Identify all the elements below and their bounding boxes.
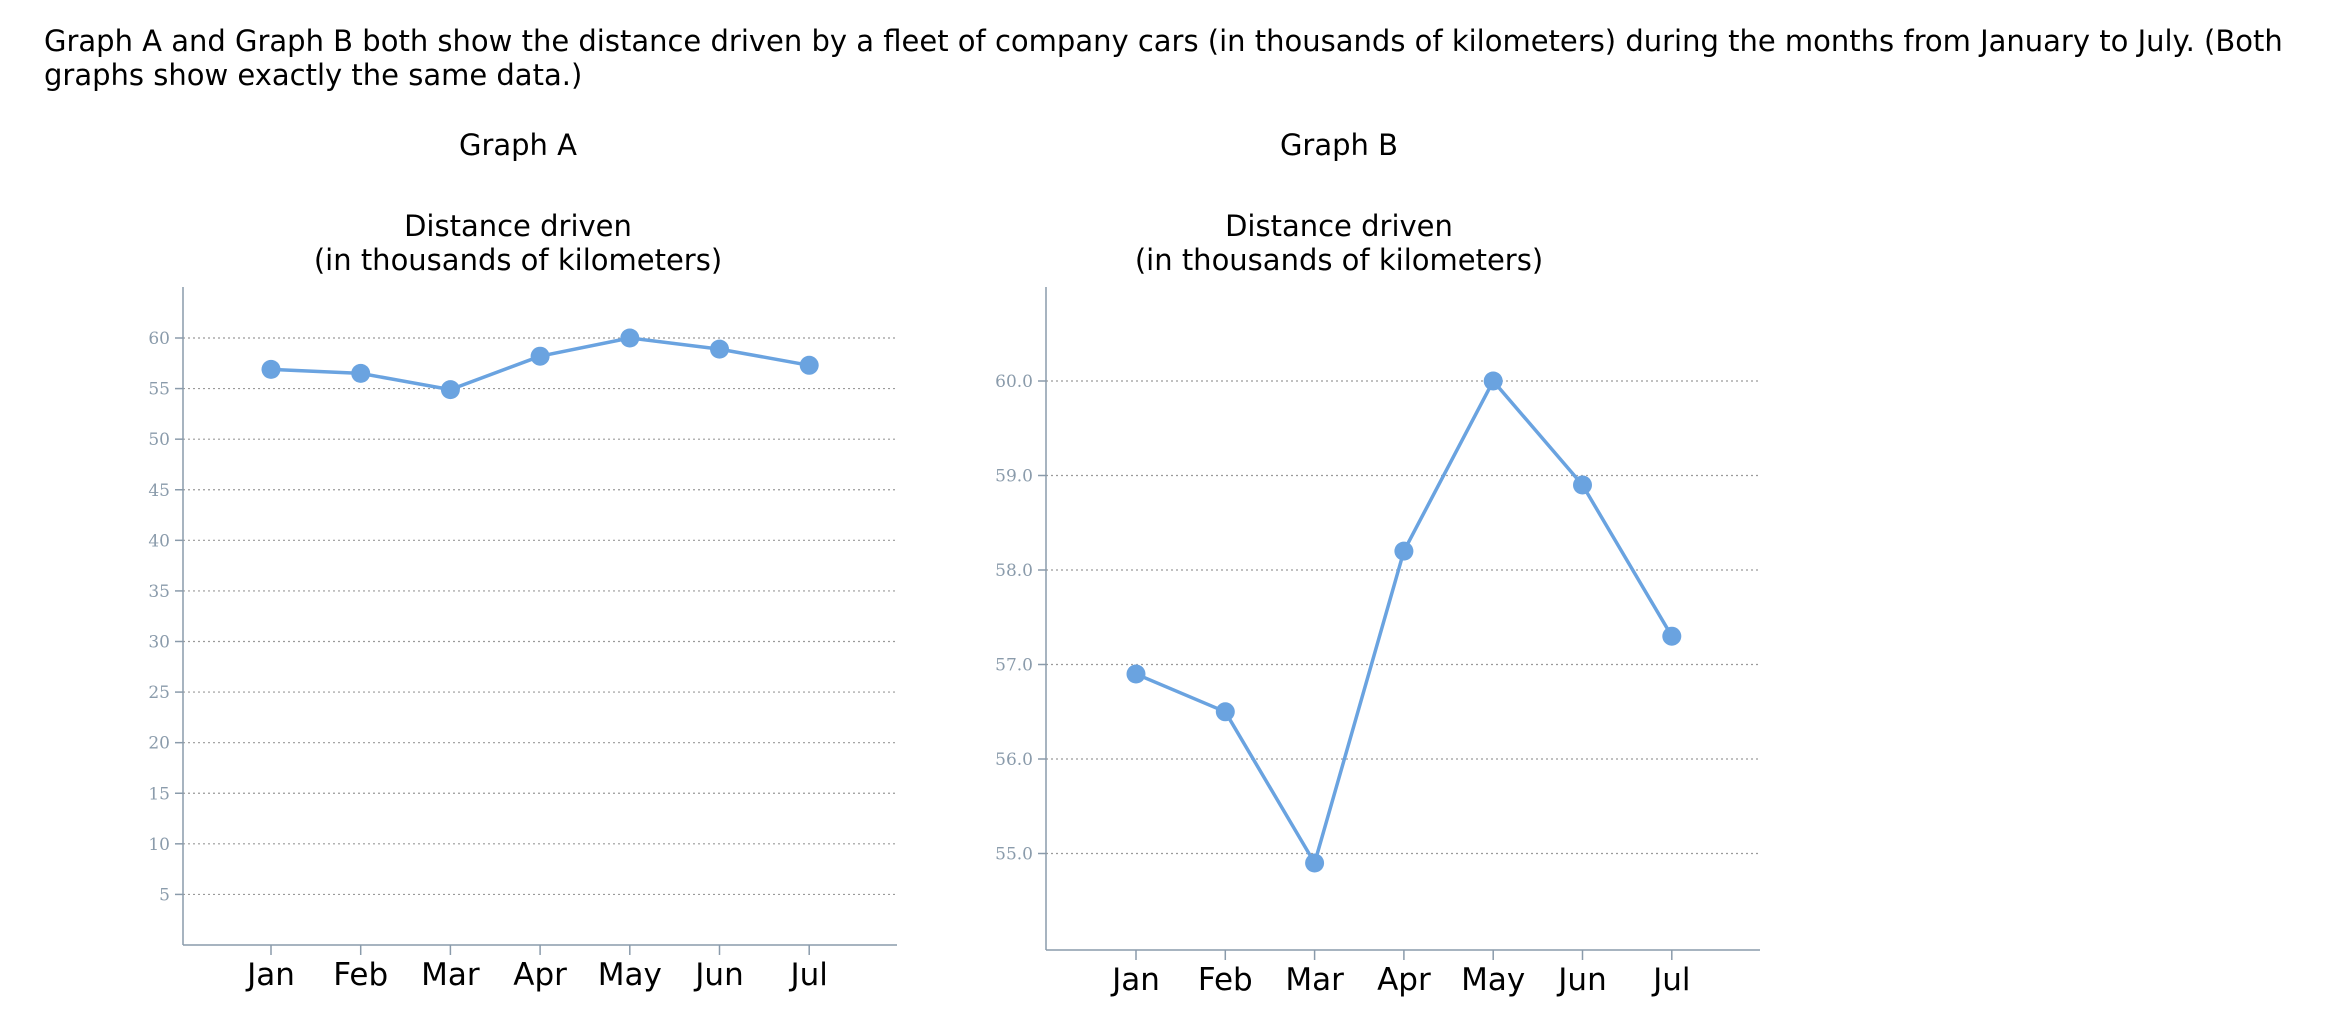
- graph-b-title-line-1: Distance driven: [1225, 209, 1453, 243]
- graph-a-data-point: [440, 380, 460, 400]
- graph-b-label: Graph B: [1279, 128, 1399, 162]
- graph-b-data-point: [1394, 541, 1414, 561]
- graph-b-ytick-label: 56.0: [995, 750, 1033, 770]
- graph-a-xtick-label: Apr: [513, 957, 567, 993]
- graph-a-ytick-label: 40: [148, 531, 170, 551]
- graph-a-data-point: [799, 355, 819, 375]
- graph-a-xtick-label: Jan: [245, 957, 295, 993]
- graph-b-data-point: [1662, 626, 1682, 646]
- graph-a-ytick-label: 5: [159, 885, 170, 905]
- graph-a-ytick-label: 55: [148, 380, 170, 400]
- graph-a-ytick-label: 25: [148, 683, 170, 703]
- graph-a-ytick-label: 30: [148, 633, 170, 653]
- graph-a-label: Graph A: [458, 128, 577, 162]
- graph-a-plot: 5 10 15 20 25 30 35 40 45 50 55 60 Jan Feb Mar Apr May Ju…: [148, 287, 897, 993]
- graph-b-ytick-label: 55.0: [995, 845, 1033, 865]
- graph-b-data-point: [1483, 371, 1503, 391]
- graph-a-title-line-1: Distance driven: [404, 209, 632, 243]
- graph-a-xtick-label: May: [598, 957, 662, 993]
- graph-a-xtick-label: Feb: [333, 957, 388, 993]
- graph-b-xtick-label: Feb: [1198, 962, 1253, 998]
- graph-a-data-point: [351, 363, 371, 383]
- graph-b-title: Distance driven (in thousands of kilomet…: [1079, 209, 1599, 277]
- graph-b-xtick-label: May: [1461, 962, 1525, 998]
- graph-a-ytick-label: 45: [148, 481, 170, 501]
- graph-b-series-line: [1135, 379, 1674, 865]
- graph-b-ytick-label: 57.0: [995, 656, 1033, 676]
- graph-a-title-line-2: (in thousands of kilometers): [313, 243, 723, 277]
- graph-a-xtick-label: Jun: [693, 957, 743, 993]
- graph-b-data-point: [1305, 853, 1325, 873]
- graph-a-ytick-label: 60: [148, 329, 170, 349]
- graph-b-ytick-label: 58.0: [995, 561, 1033, 581]
- graph-b-xtick-label: Jun: [1556, 962, 1606, 998]
- graph-a-data-point: [530, 346, 550, 366]
- graph-b-xtick-label: Jul: [1651, 962, 1690, 998]
- graph-a-title: Distance driven (in thousands of kilomet…: [258, 209, 778, 277]
- graph-b-ytick-label: 60.0: [995, 372, 1033, 392]
- intro-text: Graph A and Graph B both show the distan…: [44, 24, 2283, 92]
- graph-a-data-point: [620, 328, 640, 348]
- graph-b-plot: 55.0 56.0 57.0 58.0 59.0 60.0 Jan Feb Mar Apr May J…: [995, 287, 1760, 998]
- graph-a-xtick-label: Mar: [421, 957, 480, 993]
- graph-b-xtick-label: Apr: [1377, 962, 1431, 998]
- graph-b-xtick-label: Jan: [1110, 962, 1160, 998]
- graph-a-xtick-label: Jul: [788, 957, 827, 993]
- graph-b-data-point: [1126, 664, 1146, 684]
- graph-a-ytick-label: 35: [148, 582, 170, 602]
- graph-a-ytick-label: 15: [148, 784, 170, 804]
- graph-b-xtick-label: Mar: [1285, 962, 1344, 998]
- graph-b-data-point: [1215, 702, 1235, 722]
- graph-a-data-point: [710, 339, 729, 359]
- graph-a-ytick-label: 20: [148, 734, 170, 754]
- graph-b-ytick-label: 59.0: [995, 467, 1033, 487]
- graph-a-data-point: [261, 359, 281, 379]
- graph-b-data-point: [1573, 475, 1592, 495]
- graph-a-ytick-label: 50: [148, 430, 170, 450]
- graph-b-title-line-2: (in thousands of kilometers): [1134, 243, 1544, 277]
- graph-a-ytick-label: 10: [148, 835, 170, 855]
